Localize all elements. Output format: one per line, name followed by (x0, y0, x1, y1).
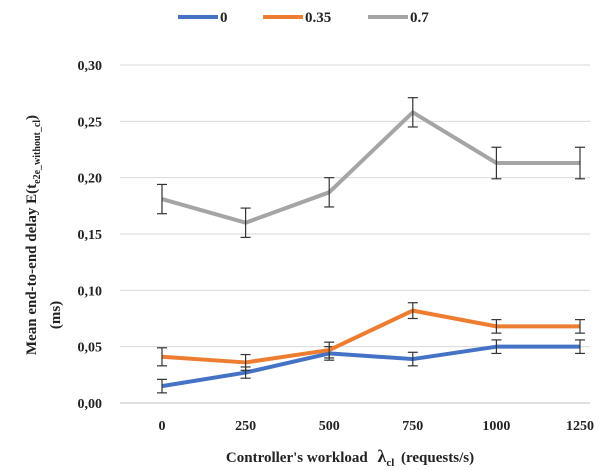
legend-label: 0 (220, 10, 228, 26)
series-line (161, 110, 580, 225)
legend-label: 0.7 (410, 10, 429, 26)
legend-item-0.35: 0.35 (263, 10, 331, 26)
series-group (157, 97, 585, 394)
grid-lines (120, 64, 590, 404)
y-tick-label: 0,10 (78, 284, 103, 299)
y-axis-title-line1: Mean end-to-end delay E(te2e_without_cl) (24, 115, 43, 355)
y-axis-title-line2: (ms) (48, 301, 64, 329)
series-0 (157, 339, 585, 394)
series-line (161, 344, 580, 389)
x-tick-label: 1000 (482, 419, 510, 434)
x-tick-label: 500 (319, 419, 340, 434)
y-tick-label: 0,15 (78, 228, 103, 243)
x-tick-label: 750 (402, 419, 423, 434)
x-tick-label: 1250 (566, 419, 594, 434)
y-tick-label: 0,30 (78, 59, 103, 74)
x-axis-title: Controller's workload λcl (requests/s) (226, 446, 474, 470)
series-0.7 (157, 97, 585, 238)
y-tick-label: 0,25 (78, 115, 103, 130)
y-tick-label: 0,00 (78, 397, 103, 412)
legend: 0 0.35 0.7 (178, 10, 429, 26)
legend-item-0: 0 (178, 10, 228, 26)
series-0.35 (157, 302, 585, 371)
y-tick-label: 0,20 (78, 172, 103, 187)
x-tick-label: 250 (235, 419, 256, 434)
y-axis-title: Mean end-to-end delay E(te2e_without_cl)… (24, 115, 64, 355)
y-axis-ticks: 0,00 0,05 0,10 0,15 0,20 0,25 0,30 (78, 59, 103, 412)
x-tick-label: 0 (159, 419, 166, 434)
legend-item-0.7: 0.7 (368, 10, 429, 26)
series-line (161, 308, 580, 365)
x-axis-ticks: 0 250 500 750 1000 1250 (159, 419, 595, 434)
y-tick-label: 0,05 (78, 341, 103, 356)
legend-label: 0.35 (305, 10, 331, 26)
